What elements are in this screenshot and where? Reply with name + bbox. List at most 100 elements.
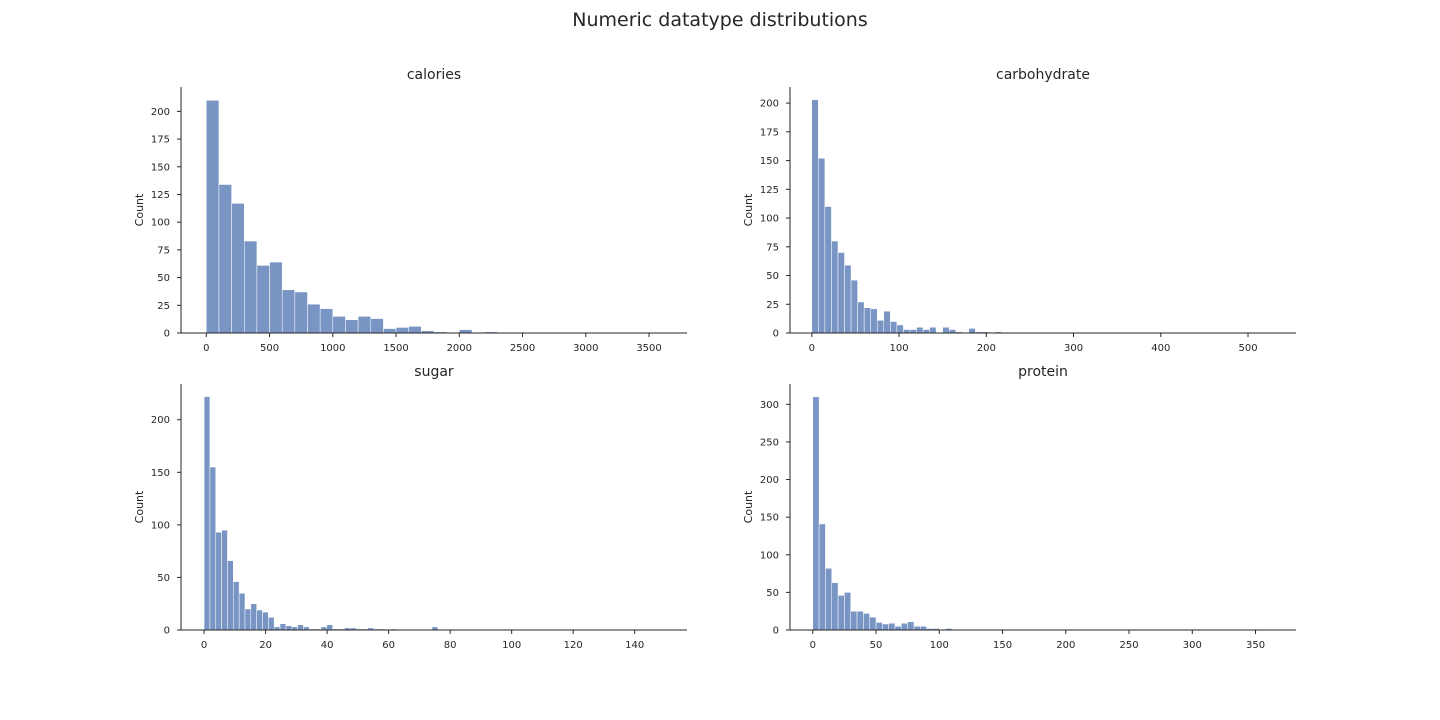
histogram-bar xyxy=(209,466,217,631)
x-tick-label: 3000 xyxy=(573,343,598,354)
histogram-protein: 0 50 100 150 200 250 300 350 0 50 100 150 200 250 300 p… xyxy=(742,364,1296,651)
y-tick-label: 200 xyxy=(760,475,779,486)
x-tick-label: 40 xyxy=(321,640,334,651)
histogram-bar xyxy=(268,617,275,631)
y-tick-label: 150 xyxy=(151,162,170,173)
y-tick-label: 200 xyxy=(151,107,170,118)
y-tick-label: 75 xyxy=(157,245,170,256)
y-tick-label: 0 xyxy=(164,329,170,340)
histogram-bar xyxy=(231,203,245,334)
histogram-bar xyxy=(922,329,930,334)
x-tick-label: 100 xyxy=(502,640,521,651)
histogram-bar xyxy=(850,279,858,334)
histogram-bar xyxy=(256,609,263,631)
y-tick-label: 50 xyxy=(157,273,170,284)
y-tick-label: 175 xyxy=(760,127,779,138)
histogram-bar xyxy=(831,582,839,631)
histogram-bar xyxy=(863,613,870,631)
x-tick-label: 350 xyxy=(1246,640,1265,651)
histogram-bar xyxy=(294,291,308,334)
y-tick-label: 100 xyxy=(151,520,170,531)
y-tick-label: 150 xyxy=(760,513,779,524)
histogram-bar xyxy=(256,265,270,334)
histogram-sugar: 0 20 40 60 80 100 120 140 0 50 100 150 200 sugar Count xyxy=(133,364,687,651)
histogram-bar xyxy=(233,581,240,631)
x-tick-label: 500 xyxy=(1238,343,1257,354)
y-tick-label: 125 xyxy=(760,185,779,196)
y-tick-label: 50 xyxy=(157,573,170,584)
histogram-bar xyxy=(909,329,917,334)
histogram-bar xyxy=(894,625,902,631)
x-tick-label: 250 xyxy=(1119,640,1138,651)
y-tick-label: 25 xyxy=(766,300,779,311)
y-tick-label: 0 xyxy=(773,329,779,340)
x-tick-label: 200 xyxy=(977,343,996,354)
histogram-bar xyxy=(824,206,832,334)
y-tick-label: 200 xyxy=(760,99,779,110)
histogram-bar xyxy=(307,303,321,334)
x-tick-label: 500 xyxy=(260,343,279,354)
histogram-carbohydrate: 0 100 200 300 400 500 0 25 50 75 100 125 150 175 200 ca… xyxy=(742,67,1296,354)
histogram-bar xyxy=(875,622,883,631)
histogram-bar xyxy=(896,324,904,334)
histogram-bar xyxy=(882,623,889,631)
histogram-bar xyxy=(831,240,839,334)
y-tick-label: 150 xyxy=(151,468,170,479)
histogram-bar xyxy=(850,610,858,631)
y-tick-label: 50 xyxy=(766,588,779,599)
x-tick-label: 2500 xyxy=(510,343,535,354)
histogram-bar xyxy=(818,158,826,334)
histogram-bar xyxy=(901,622,908,631)
histogram-bar xyxy=(916,327,924,334)
y-tick-label: 0 xyxy=(773,626,779,637)
y-axis-label: Count xyxy=(133,490,146,523)
histogram-bar xyxy=(238,592,246,631)
histogram-bar xyxy=(856,610,864,631)
histogram-bar xyxy=(370,318,384,334)
histogram-bar xyxy=(811,99,819,334)
histogram-bar xyxy=(863,307,871,334)
x-tick-label: 50 xyxy=(870,640,883,651)
histogram-bar xyxy=(269,261,283,334)
y-tick-label: 300 xyxy=(760,400,779,411)
histogram-bar xyxy=(870,308,878,334)
histogram-bar xyxy=(948,329,957,334)
panel-title: sugar xyxy=(414,364,454,380)
x-tick-label: 300 xyxy=(1183,640,1202,651)
y-tick-label: 100 xyxy=(760,214,779,225)
y-tick-label: 100 xyxy=(151,218,170,229)
x-tick-label: 0 xyxy=(201,640,207,651)
y-tick-label: 125 xyxy=(151,190,170,201)
histogram-bar xyxy=(913,625,921,631)
x-tick-label: 400 xyxy=(1151,343,1170,354)
x-tick-label: 80 xyxy=(444,640,457,651)
histogram-bar xyxy=(857,301,865,334)
histogram-bar xyxy=(203,396,211,631)
y-tick-label: 150 xyxy=(760,156,779,167)
histogram-bar xyxy=(221,529,228,631)
histogram-bar xyxy=(844,592,851,631)
histogram-bar xyxy=(319,308,334,334)
histogram-bar xyxy=(929,327,937,334)
x-tick-label: 0 xyxy=(809,343,815,354)
panel-title: carbohydrate xyxy=(996,67,1090,83)
histogram-bar xyxy=(279,623,287,631)
histogram-bar xyxy=(244,240,258,334)
histogram-bar xyxy=(844,264,852,334)
histogram-bar xyxy=(215,531,222,631)
x-tick-label: 200 xyxy=(1056,640,1075,651)
histogram-bar xyxy=(837,252,845,334)
histogram-bar xyxy=(332,316,346,334)
panel-title: protein xyxy=(1018,364,1068,380)
y-axis-label: Count xyxy=(742,490,755,523)
histogram-bar xyxy=(206,100,220,334)
histogram-bar xyxy=(920,625,927,631)
histogram-bar xyxy=(818,523,826,631)
histogram-bar xyxy=(837,595,845,631)
histogram-bar xyxy=(825,568,832,631)
histogram-bar xyxy=(297,624,304,631)
histogram-bar xyxy=(326,624,333,631)
x-tick-label: 300 xyxy=(1064,343,1083,354)
y-tick-label: 175 xyxy=(151,135,170,146)
